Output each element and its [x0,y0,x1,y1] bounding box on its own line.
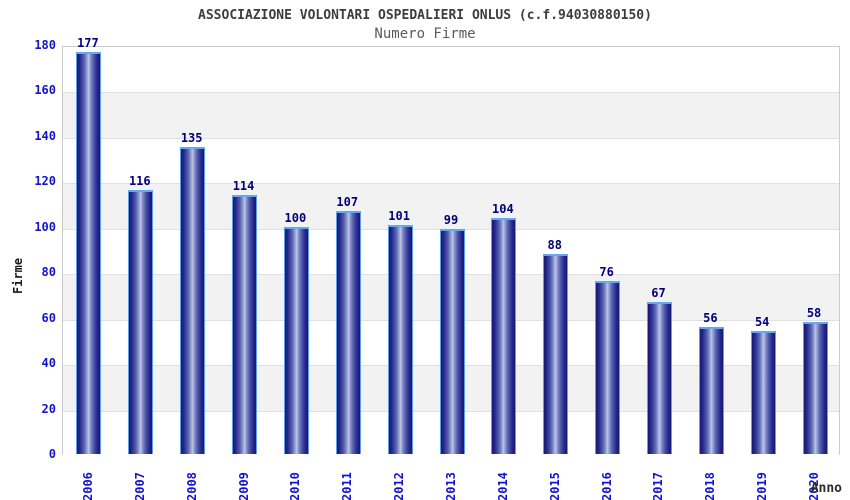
x-axis-title: Anno [810,481,842,496]
x-tick-label-2013: 2013 [444,472,458,500]
y-tick-label: 80 [41,265,56,280]
bar-value-label: 99 [443,213,459,228]
bar-2010 [283,226,309,454]
bar-value-label: 67 [651,285,666,300]
bar-2007 [128,190,154,454]
bar-2018 [698,326,724,454]
bar-2012 [387,224,413,454]
y-tick-label: 100 [34,219,56,234]
bar-value-label: 100 [284,210,307,225]
bar-value-label: 54 [754,315,770,330]
bar-value-label: 76 [599,265,614,280]
chart-subtitle: Numero Firme [374,26,476,42]
y-tick-label: 120 [34,174,56,189]
x-tick-label-2012: 2012 [392,472,407,500]
x-tick-label-2014: 2014 [495,472,510,500]
chart-title: ASSOCIAZIONE VOLONTARI OSPEDALIERI ONLUS… [198,8,652,23]
bar-2009 [232,194,258,454]
bar-2008 [180,147,206,454]
x-tick-label-2008: 2008 [184,472,199,500]
bar-value-label: 107 [336,194,359,209]
y-tick-label: 40 [41,356,56,371]
bar-2019 [750,331,776,454]
x-tick-label-2016: 2016 [599,472,614,500]
plot-band [63,92,839,138]
bar-value-label: 116 [128,174,151,189]
y-tick-label: 60 [41,310,56,325]
bar-value-label: 135 [180,131,203,146]
bar-value-label: 177 [77,35,99,50]
bar-value-label: 101 [388,208,410,223]
bar-value-label: 114 [232,178,255,193]
bar-2020 [802,322,828,454]
bar-2013 [439,229,465,454]
bar-value-label: 104 [492,201,514,216]
bar-2011 [335,210,361,454]
bar-2016 [595,281,621,454]
x-tick-label-2006: 2006 [80,472,95,500]
x-tick-label-2019: 2019 [755,472,770,500]
x-tick-label-2017: 2017 [651,472,666,500]
x-tick-label-2015: 2015 [547,472,562,500]
bar-2015 [543,254,569,454]
y-tick-label: 0 [48,447,56,461]
plot-area [62,46,840,456]
bar-value-label: 58 [806,306,822,321]
x-tick-label-2007: 2007 [132,472,147,500]
x-tick-label-2010: 2010 [288,472,303,500]
y-axis-title: Firme [11,257,25,294]
bar-2014 [491,217,517,454]
x-tick-label-2018: 2018 [703,472,718,500]
x-tick-label-2011: 2011 [340,472,355,500]
bar-value-label: 56 [703,310,718,325]
bar-2017 [646,301,672,454]
x-tick-label-2009: 2009 [236,472,251,500]
bar-2006 [76,51,102,454]
y-tick-label: 140 [34,128,56,143]
y-tick-label: 160 [34,83,56,98]
y-tick-label: 180 [34,38,56,52]
y-tick-label: 20 [41,401,56,416]
bar-value-label: 88 [547,238,562,253]
plot-band [63,47,839,93]
